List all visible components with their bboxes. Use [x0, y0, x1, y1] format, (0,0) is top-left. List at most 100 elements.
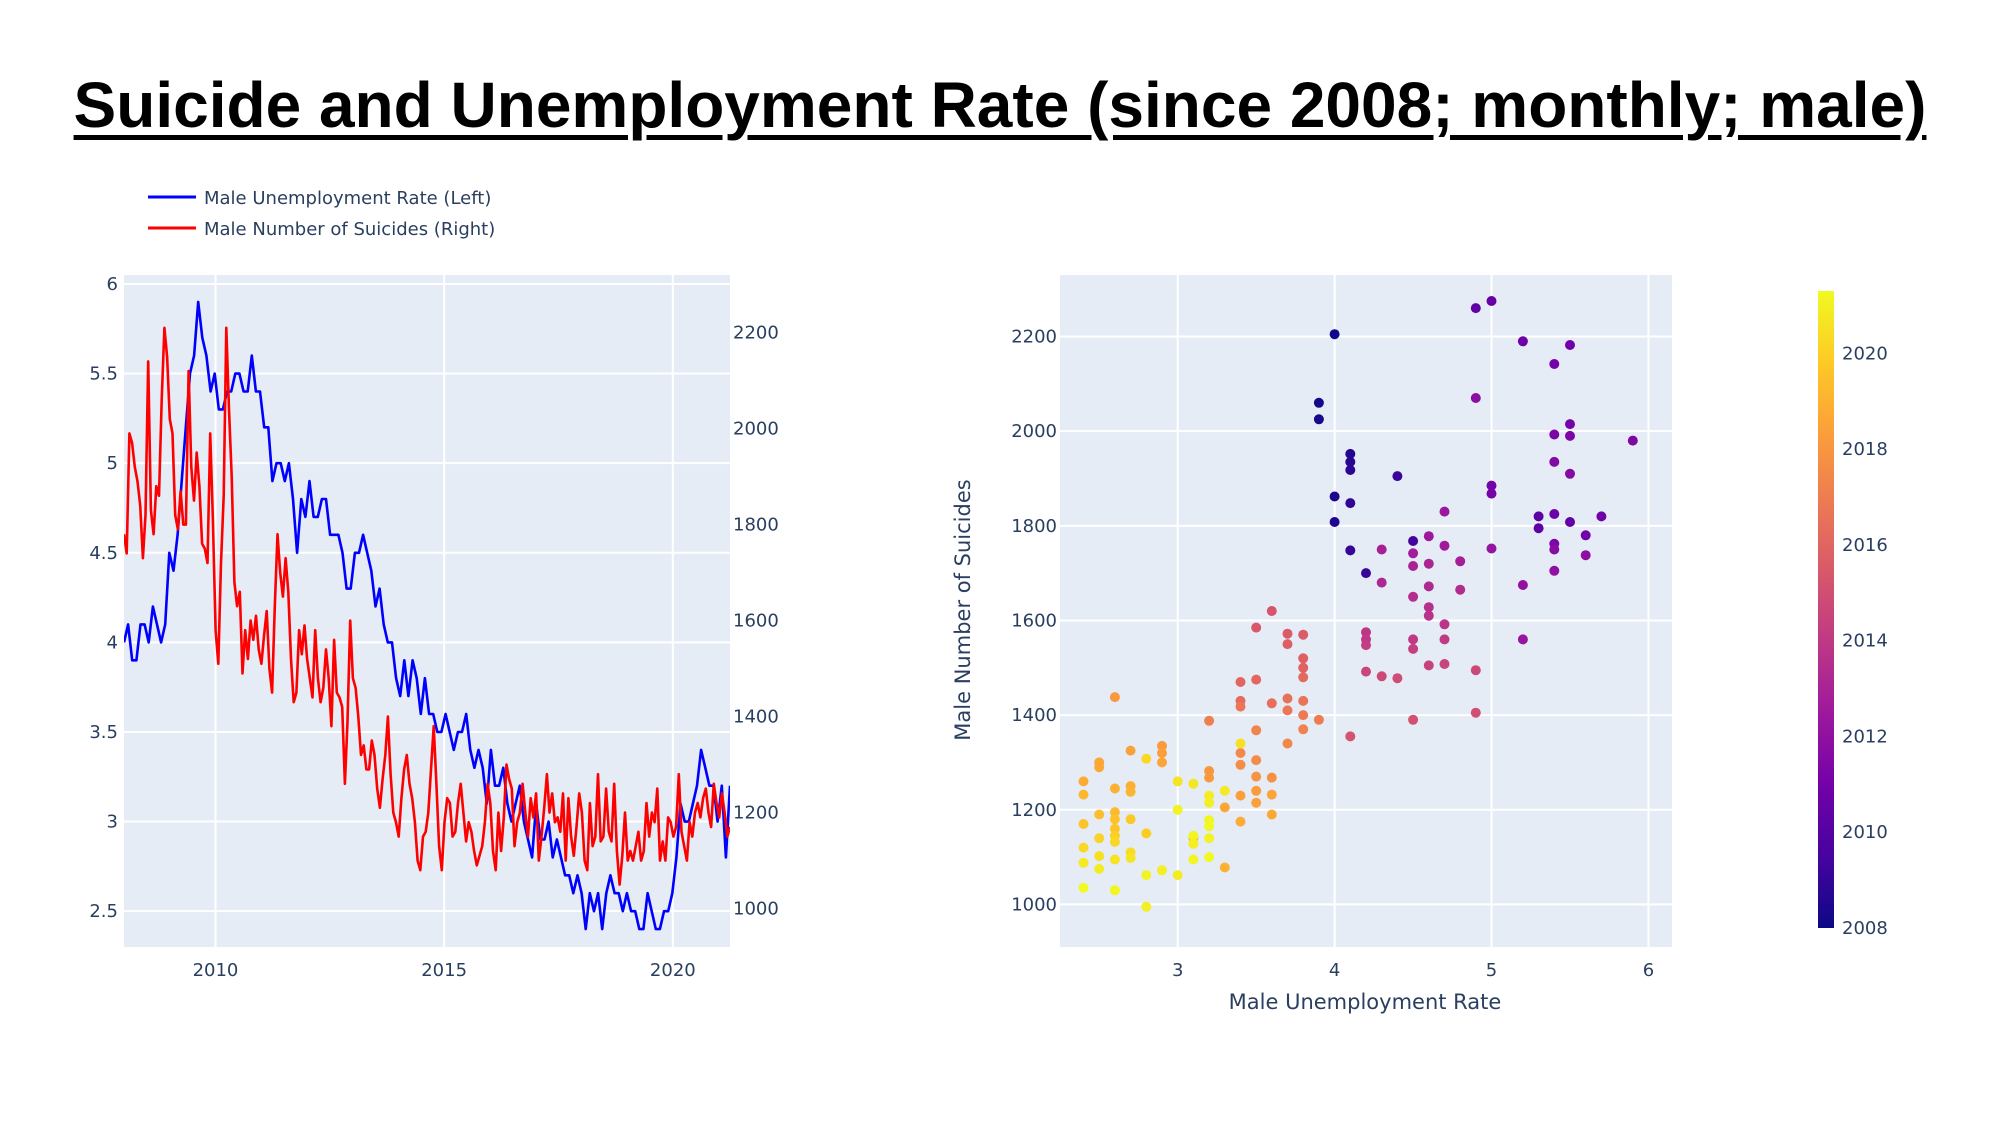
scatter-point [1329, 329, 1340, 340]
scatter-point [1298, 710, 1309, 721]
line-y-left-tick-label: 3.5 [89, 722, 118, 743]
scatter-point [1392, 471, 1403, 482]
scatter-point [1486, 543, 1497, 554]
scatter-point [1188, 830, 1199, 841]
scatter-point [1596, 511, 1607, 522]
line-y-left-tick-label: 4 [107, 632, 118, 653]
scatter-point [1266, 789, 1277, 800]
scatter-point [1486, 488, 1497, 499]
scatter-point [1204, 797, 1215, 808]
scatter-point [1109, 854, 1120, 865]
scatter-y-tick-label: 2000 [1011, 421, 1057, 442]
scatter-y-tick-label: 1600 [1011, 610, 1057, 631]
scatter-point [1125, 745, 1136, 756]
scatter-point [1204, 715, 1215, 726]
scatter-point [1109, 807, 1120, 818]
scatter-x-tick-label: 6 [1643, 960, 1654, 981]
scatter-point [1251, 725, 1262, 736]
line-y-left-tick-label: 3 [107, 812, 118, 833]
scatter-point [1549, 429, 1560, 440]
scatter-point [1219, 785, 1230, 796]
scatter-point [1408, 536, 1419, 546]
scatter-point [1235, 816, 1246, 827]
scatter-point [1078, 882, 1089, 893]
colorbar-tick-label: 2010 [1842, 822, 1888, 843]
scatter-point [1580, 530, 1591, 541]
scatter-point [1517, 336, 1528, 347]
scatter-point [1109, 783, 1120, 794]
scatter-point [1439, 619, 1450, 630]
scatter-point [1549, 509, 1560, 519]
scatter-point [1517, 634, 1528, 645]
scatter-point [1361, 568, 1371, 579]
scatter-y-axis-title: Male Number of Suicides [951, 479, 975, 740]
scatter-chart: Male Unemployment Rate Male Number of Su… [951, 275, 1672, 1014]
scatter-point [1157, 740, 1167, 751]
scatter-point [1125, 853, 1136, 863]
scatter-point [1251, 755, 1262, 766]
line-y-right-tick-label: 2200 [733, 323, 779, 344]
scatter-point [1470, 665, 1481, 676]
scatter-point [1078, 776, 1089, 787]
scatter-point [1141, 870, 1152, 881]
scatter-plot-area [1060, 275, 1672, 947]
scatter-point [1470, 303, 1481, 314]
scatter-point [1580, 550, 1591, 561]
scatter-point [1282, 628, 1293, 639]
scatter-point [1266, 772, 1277, 783]
series-line-suicides [124, 326, 730, 886]
line-y-right-tick-label: 1800 [733, 515, 779, 536]
scatter-point [1078, 789, 1089, 800]
scatter-y-tick-label: 2200 [1011, 327, 1057, 348]
scatter-point [1408, 548, 1419, 559]
scatter-point [1329, 517, 1340, 527]
scatter-point [1235, 790, 1246, 801]
scatter-point [1439, 659, 1450, 669]
scatter-point [1157, 757, 1167, 768]
scatter-point [1361, 666, 1371, 677]
scatter-point [1235, 677, 1246, 687]
scatter-point [1141, 753, 1152, 764]
scatter-point [1251, 622, 1262, 633]
legend-entry-suicides[interactable]: Male Number of Suicides (Right) [204, 219, 495, 240]
scatter-point [1094, 851, 1105, 862]
colorbar-tick-label: 2018 [1842, 439, 1888, 460]
scatter-point [1188, 854, 1199, 865]
scatter-y-tick-label: 1000 [1011, 894, 1057, 915]
scatter-point [1141, 901, 1152, 912]
scatter-point [1313, 714, 1324, 725]
colorbar-tick-label: 2014 [1842, 631, 1888, 652]
colorbar-tick-label: 2020 [1842, 343, 1888, 364]
scatter-y-tick-label: 1200 [1011, 800, 1057, 821]
line-x-tick-label: 2020 [650, 960, 696, 981]
scatter-point [1078, 842, 1089, 853]
scatter-point [1565, 468, 1575, 479]
scatter-point [1188, 838, 1199, 849]
scatter-point [1298, 672, 1309, 683]
scatter-point [1627, 435, 1638, 446]
scatter-point [1298, 629, 1309, 640]
scatter-point [1376, 577, 1387, 588]
scatter-point [1345, 456, 1356, 467]
scatter-point [1094, 863, 1105, 874]
scatter-point [1486, 296, 1497, 306]
scatter-point [1549, 565, 1560, 576]
scatter-point [1094, 833, 1105, 844]
scatter-point [1345, 498, 1356, 509]
scatter-point [1470, 707, 1481, 718]
line-y-right-tick-label: 1000 [733, 899, 779, 920]
scatter-point [1125, 786, 1136, 797]
scatter-point [1423, 581, 1434, 592]
line-y-right-tick-label: 2000 [733, 419, 779, 440]
line-y-right-tick-label: 1200 [733, 803, 779, 824]
scatter-point [1423, 660, 1434, 671]
scatter-point [1109, 692, 1120, 703]
legend-entry-unemployment[interactable]: Male Unemployment Rate (Left) [204, 188, 491, 209]
scatter-point [1125, 814, 1136, 825]
line-y-left-tick-label: 4.5 [89, 543, 118, 564]
scatter-point [1439, 540, 1450, 551]
scatter-y-tick-label: 1800 [1011, 516, 1057, 537]
scatter-x-tick-label: 3 [1172, 960, 1183, 981]
legend[interactable]: Male Unemployment Rate (Left) Male Numbe… [148, 188, 495, 240]
